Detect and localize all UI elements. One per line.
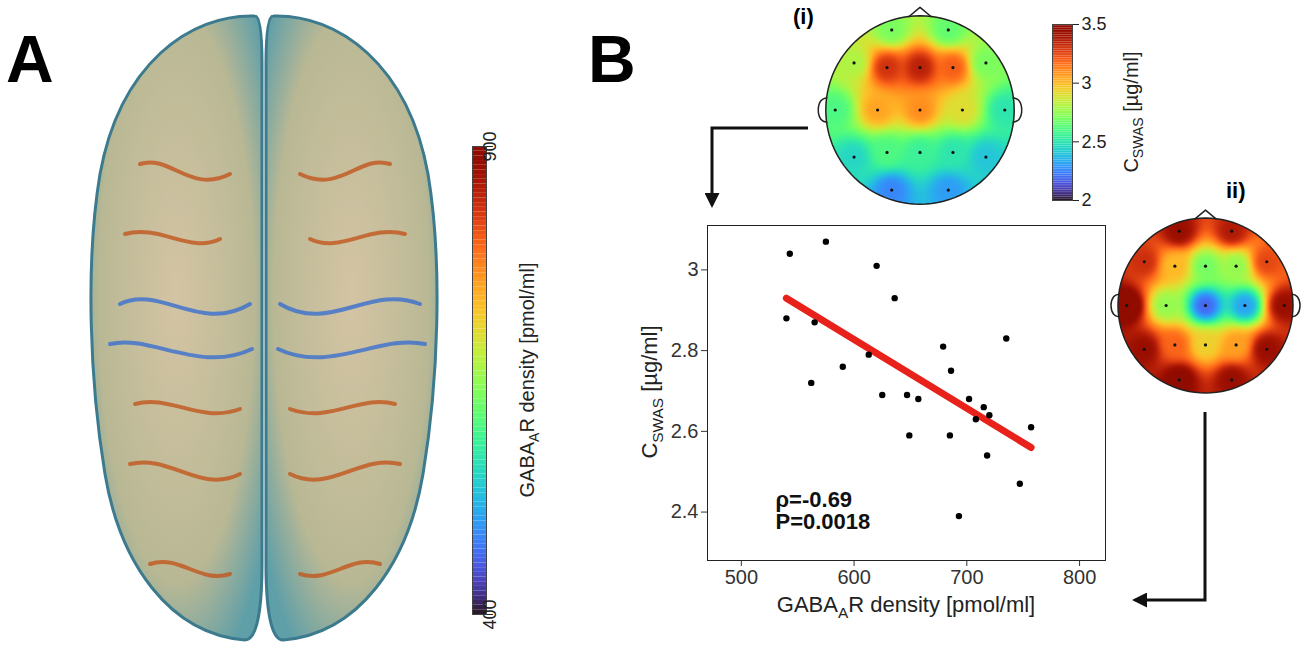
svg-text:500: 500: [725, 566, 758, 588]
html-text:ii): ii): [1226, 178, 1246, 203]
svg-text:CSWAS [µg/ml]: CSWAS [µg/ml]: [1120, 51, 1146, 172]
svg-text:3: 3: [1082, 73, 1092, 93]
svg-text:ρ=-0.69P=0.0018: ρ=-0.69P=0.0018: [776, 487, 871, 534]
svg-text:900: 900: [480, 131, 500, 161]
svg-text:3.5: 3.5: [1082, 14, 1107, 34]
svg-text:2.5: 2.5: [1082, 132, 1107, 152]
svg-text:2: 2: [1082, 190, 1092, 210]
html-text:A: A: [6, 22, 54, 96]
svg-text:600: 600: [837, 566, 870, 588]
svg-text:GABAAR density [pmol/ml]: GABAAR density [pmol/ml]: [516, 263, 542, 498]
svg-text:2.8: 2.8: [671, 339, 699, 361]
svg-text:700: 700: [950, 566, 983, 588]
svg-text:2.4: 2.4: [671, 500, 699, 522]
html-text:(i): (i): [793, 4, 814, 29]
svg-text:400: 400: [480, 599, 500, 629]
svg-text:CSWAS [µg/ml]: CSWAS [µg/ml]: [637, 325, 666, 458]
svg-text:2.6: 2.6: [671, 420, 699, 442]
svg-text:GABAAR density [pmol/ml]: GABAAR density [pmol/ml]: [777, 592, 1035, 621]
svg-text:3: 3: [687, 258, 698, 280]
svg-text:800: 800: [1063, 566, 1096, 588]
html-text:B: B: [588, 22, 636, 96]
